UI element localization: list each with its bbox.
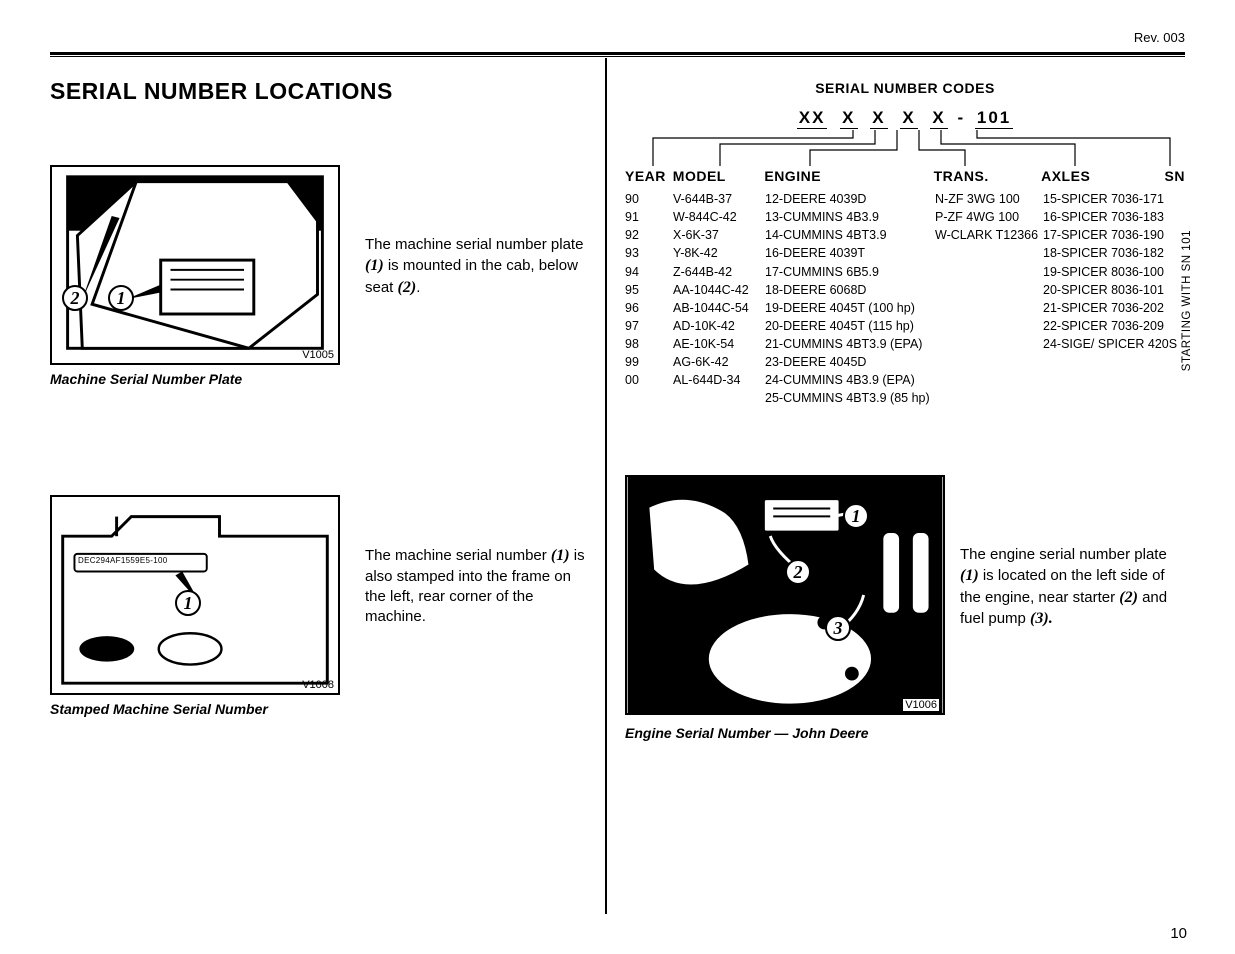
table-cell: Y-8K-42 — [673, 244, 765, 262]
col-trans: N-ZF 3WG 100P-ZF 4WG 100W-CLARK T12366 — [935, 190, 1043, 408]
callout-2: 2 — [785, 559, 811, 585]
table-cell: W-844C-42 — [673, 208, 765, 226]
table-cell: 16-DEERE 4039T — [765, 244, 935, 262]
figure-engine-sn: 1 2 3 V1006 Engine Serial Number — John … — [625, 475, 945, 741]
top-rule — [50, 52, 1185, 57]
table-cell: 17-SPICER 7036-190 — [1043, 226, 1167, 244]
figure-machine-plate: 2 1 V1005 Machine Serial Number Plate — [50, 165, 340, 387]
table-cell: AB-1044C-54 — [673, 299, 765, 317]
page-number: 10 — [1170, 925, 1187, 942]
table-cell: W-CLARK T12366 — [935, 226, 1043, 244]
callout-1: 1 — [108, 285, 134, 311]
figure-code: V1006 — [903, 699, 939, 711]
figure-stamped-sn: DEC294AF1559E5-100 1 V1008 Stamped Machi… — [50, 495, 340, 717]
code-pattern: XX X X X X - 101 — [625, 108, 1185, 130]
para-engine-sn: The engine serial number plate (1) is lo… — [960, 545, 1185, 630]
table-cell: AE-10K-54 — [673, 335, 765, 353]
callout-2: 2 — [62, 285, 88, 311]
table-cell: 22-SPICER 7036-209 — [1043, 317, 1167, 335]
table-cell: 20-DEERE 4045T (115 hp) — [765, 317, 935, 335]
table-cell: 24-SIGE/ SPICER 420S — [1043, 335, 1167, 353]
table-cell: X-6K-37 — [673, 226, 765, 244]
table-cell: 17-CUMMINS 6B5.9 — [765, 263, 935, 281]
table-cell: 94 — [625, 263, 673, 281]
table-cell: 18-DEERE 6068D — [765, 281, 935, 299]
table-cell: V-644B-37 — [673, 190, 765, 208]
table-cell: 19-DEERE 4045T (100 hp) — [765, 299, 935, 317]
table-cell: 90 — [625, 190, 673, 208]
callout-1: 1 — [175, 590, 201, 616]
serial-codes-table: SERIAL NUMBER CODES XX X X X X - 101 — [625, 80, 1185, 408]
table-cell: 20-SPICER 8036-101 — [1043, 281, 1167, 299]
table-cell: AA-1044C-42 — [673, 281, 765, 299]
figure-caption: Machine Serial Number Plate — [50, 371, 340, 387]
callout-3: 3 — [825, 615, 851, 641]
table-cell: 25-CUMMINS 4BT3.9 (85 hp) — [765, 389, 935, 407]
table-cell: Z-644B-42 — [673, 263, 765, 281]
sn-note-vertical: STARTING WITH SN 101 — [1181, 230, 1193, 371]
figure-caption: Engine Serial Number — John Deere — [625, 725, 945, 741]
codes-title: SERIAL NUMBER CODES — [625, 80, 1185, 96]
table-cell: AL-644D-34 — [673, 371, 765, 389]
figure-caption: Stamped Machine Serial Number — [50, 701, 340, 717]
table-cell: 23-DEERE 4045D — [765, 353, 935, 371]
para-machine-plate: The machine serial number plate (1) is m… — [365, 235, 595, 298]
table-cell: 24-CUMMINS 4B3.9 (EPA) — [765, 371, 935, 389]
table-cell: 21-SPICER 7036-202 — [1043, 299, 1167, 317]
codes-headers: YEAR MODEL ENGINE TRANS. AXLES SN — [625, 168, 1185, 184]
table-cell: 15-SPICER 7036-171 — [1043, 190, 1167, 208]
code-brackets — [625, 130, 1185, 168]
para-stamped-sn: The machine serial number (1) is also st… — [365, 545, 595, 627]
revision-label: Rev. 003 — [1134, 30, 1185, 45]
table-cell: 21-CUMMINS 4BT3.9 (EPA) — [765, 335, 935, 353]
table-cell: 95 — [625, 281, 673, 299]
table-cell: 19-SPICER 8036-100 — [1043, 263, 1167, 281]
table-cell: 18-SPICER 7036-182 — [1043, 244, 1167, 262]
table-cell: P-ZF 4WG 100 — [935, 208, 1043, 226]
table-cell: N-ZF 3WG 100 — [935, 190, 1043, 208]
col-year: 9091929394959697989900 — [625, 190, 673, 408]
figure-code: V1008 — [302, 679, 334, 691]
table-cell: 14-CUMMINS 4BT3.9 — [765, 226, 935, 244]
table-cell: 91 — [625, 208, 673, 226]
table-cell: AD-10K-42 — [673, 317, 765, 335]
table-cell: 16-SPICER 7036-183 — [1043, 208, 1167, 226]
table-cell: 96 — [625, 299, 673, 317]
table-cell: 98 — [625, 335, 673, 353]
table-cell: 92 — [625, 226, 673, 244]
column-divider — [605, 58, 607, 914]
col-axles: 15-SPICER 7036-17116-SPICER 7036-18317-S… — [1043, 190, 1167, 408]
col-model: V-644B-37W-844C-42X-6K-37Y-8K-42Z-644B-4… — [673, 190, 765, 408]
table-cell: AG-6K-42 — [673, 353, 765, 371]
table-cell: 99 — [625, 353, 673, 371]
table-cell: 13-CUMMINS 4B3.9 — [765, 208, 935, 226]
table-cell: 97 — [625, 317, 673, 335]
col-engine: 12-DEERE 4039D13-CUMMINS 4B3.914-CUMMINS… — [765, 190, 935, 408]
table-cell: 00 — [625, 371, 673, 389]
stamped-text: DEC294AF1559E5-100 — [78, 556, 167, 565]
table-cell: 12-DEERE 4039D — [765, 190, 935, 208]
figure-code: V1005 — [302, 349, 334, 361]
table-cell: 93 — [625, 244, 673, 262]
section-heading: SERIAL NUMBER LOCATIONS — [50, 78, 393, 105]
callout-1: 1 — [843, 503, 869, 529]
